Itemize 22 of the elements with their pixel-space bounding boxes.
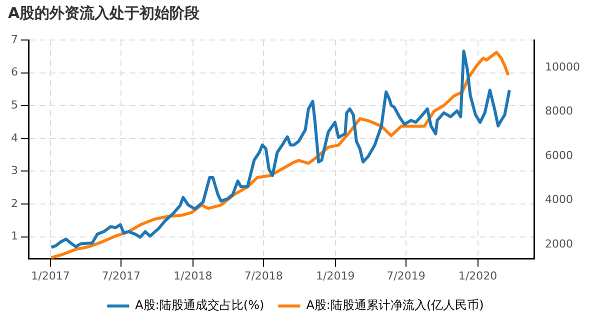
x-tick-label: 7/2019 — [386, 269, 426, 282]
y-tick-label: 1 — [11, 230, 18, 243]
x-tick-label: 1/2020 — [458, 269, 498, 282]
y-tick-label: 6 — [11, 66, 18, 79]
y-tick-label: 7 — [11, 32, 18, 46]
y-tick-label: 3 — [11, 164, 18, 178]
y-tick-label: 2 — [11, 196, 18, 210]
x-tick-label: 1/2018 — [174, 269, 212, 282]
y2-tick-label: 4000 — [545, 193, 574, 206]
x-tick-label: 1/2019 — [316, 269, 355, 282]
y2-tick-label: 6000 — [545, 148, 574, 162]
legend-label: A股:陆股通成交占比(%) — [135, 298, 264, 312]
y2-tick-label: 10000 — [545, 60, 580, 74]
x-tick-label: 1/2017 — [31, 269, 70, 282]
y-tick-label: 4 — [11, 131, 18, 144]
y2-tick-label: 8000 — [545, 104, 574, 118]
legend-label: A股:陆股通累计净流入(亿人民币) — [306, 298, 484, 312]
chart-title: A股的外资流入处于初始阶段 — [8, 4, 200, 23]
y-tick-label: 5 — [11, 98, 18, 112]
y2-tick-label: 2000 — [545, 237, 574, 250]
x-tick-label: 7/2018 — [244, 269, 283, 282]
x-tick-label: 7/2017 — [102, 269, 140, 282]
